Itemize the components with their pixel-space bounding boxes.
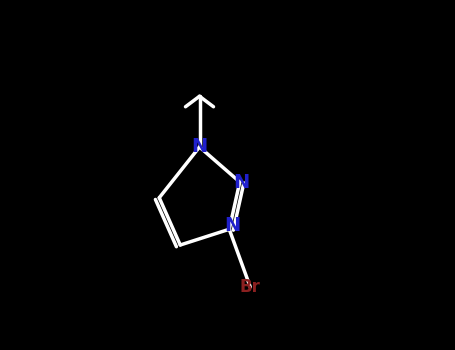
Text: Br: Br [240,278,261,296]
Text: N: N [192,138,207,156]
Text: N: N [225,216,241,235]
Text: N: N [233,173,250,191]
